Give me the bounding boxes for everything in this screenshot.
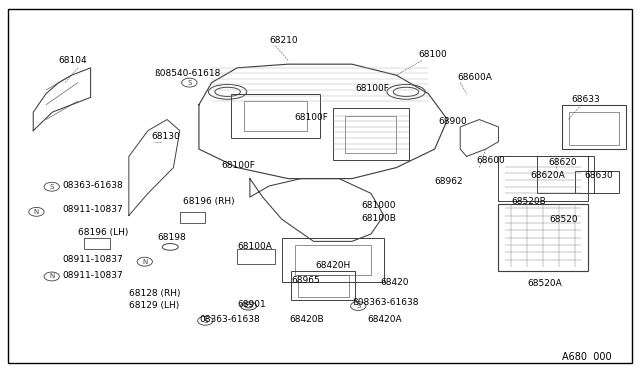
Text: 68100B: 68100B: [362, 214, 396, 223]
Text: 68130: 68130: [151, 132, 180, 141]
Text: S: S: [203, 318, 207, 324]
Text: 68210: 68210: [269, 36, 298, 45]
Bar: [84, 238, 109, 249]
Text: 68520A: 68520A: [527, 279, 562, 288]
Text: 68100A: 68100A: [237, 243, 272, 251]
Bar: [333, 109, 409, 160]
Bar: [562, 105, 626, 149]
Text: 08911-10837: 08911-10837: [62, 255, 123, 264]
Text: 68901: 68901: [237, 300, 266, 310]
Text: ß08363-61638: ß08363-61638: [352, 298, 419, 307]
Text: 68100: 68100: [419, 51, 447, 60]
Text: 08911-10837: 08911-10837: [62, 205, 123, 215]
Text: 68962: 68962: [435, 177, 463, 186]
Text: S: S: [356, 303, 360, 309]
Text: S: S: [49, 184, 54, 190]
Text: A680  000: A680 000: [562, 352, 612, 362]
Bar: [499, 205, 588, 271]
Bar: [180, 212, 205, 223]
Text: 68600A: 68600A: [457, 73, 492, 81]
Text: 681000: 681000: [362, 201, 396, 210]
Text: 68965: 68965: [291, 276, 320, 285]
Text: 68420A: 68420A: [367, 315, 402, 324]
Text: 68100F: 68100F: [221, 161, 255, 170]
Text: 68620A: 68620A: [531, 171, 565, 180]
Text: 68600: 68600: [476, 156, 505, 166]
Text: N: N: [142, 259, 147, 265]
Bar: [568, 112, 620, 145]
Text: N: N: [34, 209, 39, 215]
Text: 68520B: 68520B: [511, 197, 546, 206]
Text: 68128 (RH): 68128 (RH): [129, 289, 180, 298]
Text: 68196 (RH): 68196 (RH): [183, 197, 235, 206]
Text: 68104: 68104: [59, 56, 88, 65]
Bar: [537, 157, 594, 193]
Bar: [499, 157, 588, 201]
Text: 68420B: 68420B: [289, 315, 324, 324]
Text: S: S: [187, 80, 191, 86]
Bar: [298, 275, 349, 297]
Text: N: N: [49, 273, 54, 279]
Text: 08363-61638: 08363-61638: [199, 315, 260, 324]
Text: 68196 (LH): 68196 (LH): [78, 228, 128, 237]
Text: 68100F: 68100F: [294, 113, 328, 122]
Text: 68420: 68420: [381, 278, 409, 287]
Bar: [244, 101, 307, 131]
Bar: [291, 271, 355, 301]
Bar: [294, 245, 371, 275]
Bar: [282, 238, 384, 282]
Bar: [575, 171, 620, 193]
Text: 68900: 68900: [438, 117, 467, 126]
Text: 68630: 68630: [584, 171, 613, 180]
Text: 68198: 68198: [157, 233, 186, 242]
Text: 68520: 68520: [549, 215, 578, 224]
Text: 68633: 68633: [572, 95, 600, 104]
Bar: [346, 116, 396, 153]
Text: ß08540-61618: ß08540-61618: [154, 69, 221, 78]
Text: 08911-10837: 08911-10837: [62, 271, 123, 280]
Text: 68420H: 68420H: [315, 261, 350, 270]
Text: 68100F: 68100F: [355, 84, 389, 93]
Text: 08363-61638: 08363-61638: [62, 182, 123, 190]
Text: 68129 (LH): 68129 (LH): [129, 301, 179, 310]
Text: 68620: 68620: [548, 157, 577, 167]
Bar: [237, 249, 275, 263]
Bar: [231, 94, 320, 138]
